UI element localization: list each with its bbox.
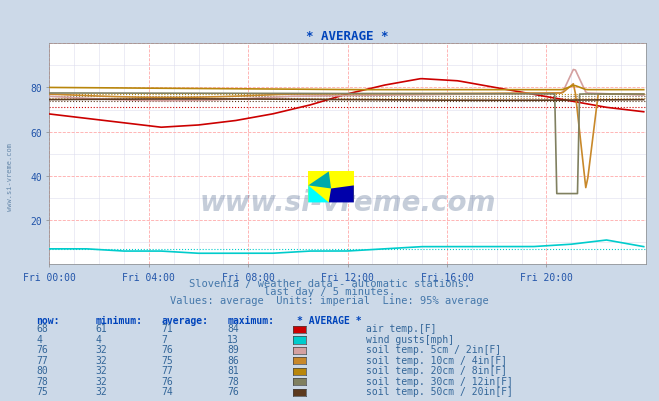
Text: soil temp. 5cm / 2in[F]: soil temp. 5cm / 2in[F] [366,344,501,354]
Text: 81: 81 [227,365,239,375]
Text: 68: 68 [36,324,48,334]
Text: air temp.[F]: air temp.[F] [366,324,436,334]
Bar [308,172,354,203]
Text: soil temp. 10cm / 4in[F]: soil temp. 10cm / 4in[F] [366,355,507,365]
Text: maximum:: maximum: [227,315,274,325]
Text: 78: 78 [36,376,48,386]
Text: 78: 78 [227,376,239,386]
Text: 76: 76 [161,376,173,386]
Text: 4: 4 [36,334,42,344]
Text: 80: 80 [36,365,48,375]
Text: 13: 13 [227,334,239,344]
Text: wind gusts[mph]: wind gusts[mph] [366,334,454,344]
Text: 32: 32 [96,344,107,354]
Text: 77: 77 [161,365,173,375]
Text: 75: 75 [161,355,173,365]
Text: 76: 76 [161,344,173,354]
Text: 4: 4 [96,334,101,344]
Text: 32: 32 [96,376,107,386]
Text: 32: 32 [96,365,107,375]
Text: 89: 89 [227,344,239,354]
Text: 74: 74 [161,386,173,396]
Text: last day / 5 minutes.: last day / 5 minutes. [264,287,395,297]
Polygon shape [329,186,354,203]
Text: 32: 32 [96,355,107,365]
Polygon shape [308,172,331,189]
Text: Values: average  Units: imperial  Line: 95% average: Values: average Units: imperial Line: 95… [170,295,489,305]
Text: soil temp. 50cm / 20in[F]: soil temp. 50cm / 20in[F] [366,386,513,396]
Text: soil temp. 20cm / 8in[F]: soil temp. 20cm / 8in[F] [366,365,507,375]
Text: 77: 77 [36,355,48,365]
Text: 7: 7 [161,334,167,344]
Text: www.si-vreme.com: www.si-vreme.com [7,142,13,211]
Text: now:: now: [36,315,60,325]
Text: * AVERAGE *: * AVERAGE * [297,315,361,325]
Text: minimum:: minimum: [96,315,142,325]
Text: www.si-vreme.com: www.si-vreme.com [200,189,496,217]
Polygon shape [308,186,329,203]
Text: 76: 76 [227,386,239,396]
Text: 75: 75 [36,386,48,396]
Text: 71: 71 [161,324,173,334]
Text: 61: 61 [96,324,107,334]
Text: Slovenia / weather data - automatic stations.: Slovenia / weather data - automatic stat… [189,279,470,289]
Text: soil temp. 30cm / 12in[F]: soil temp. 30cm / 12in[F] [366,376,513,386]
Text: 86: 86 [227,355,239,365]
Text: average:: average: [161,315,208,325]
Text: 76: 76 [36,344,48,354]
Text: 84: 84 [227,324,239,334]
Title: * AVERAGE *: * AVERAGE * [306,30,389,43]
Text: 32: 32 [96,386,107,396]
